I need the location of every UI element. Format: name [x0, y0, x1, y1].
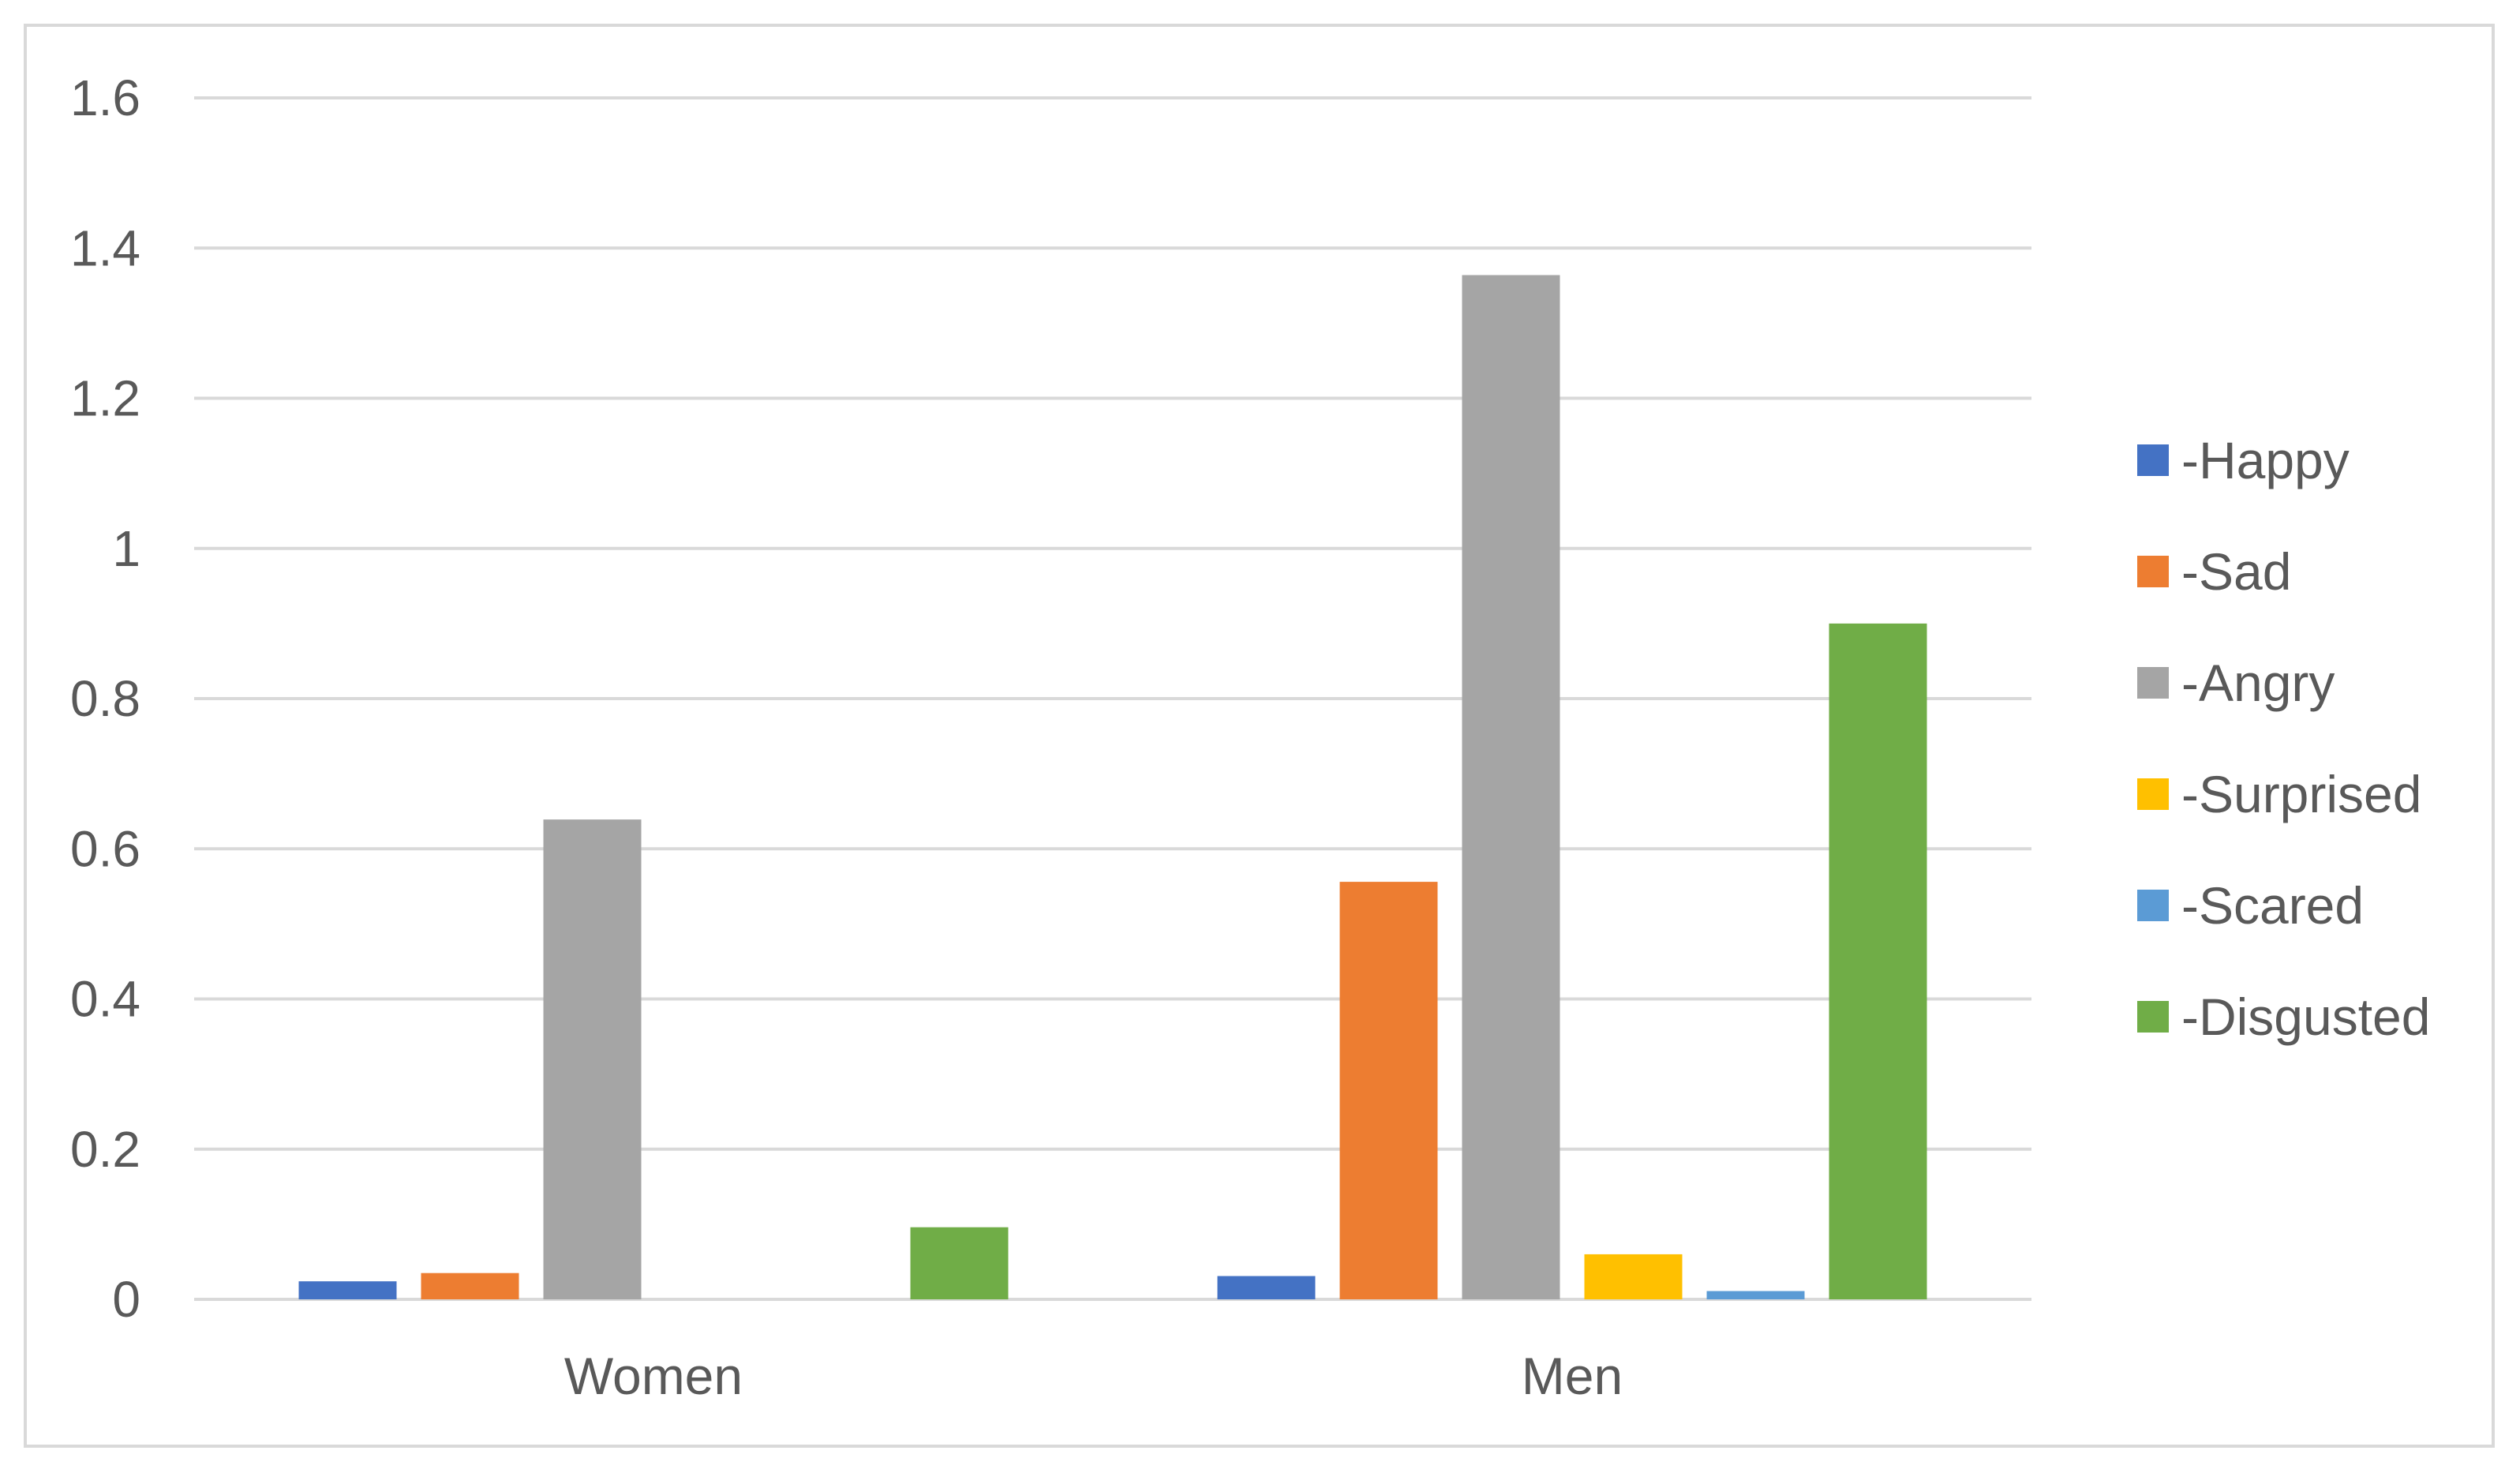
y-tick-label: 1.2 [70, 370, 140, 427]
bar-men-disgusted [1829, 623, 1927, 1299]
bars [298, 275, 1927, 1299]
y-tick-label: 1.6 [70, 69, 140, 126]
legend-swatch [2137, 667, 2169, 699]
y-tick-label: 1.4 [70, 219, 140, 276]
legend-swatch [2137, 778, 2169, 810]
legend-label: -Sad [2181, 542, 2291, 601]
y-tick-label: 0 [112, 1271, 140, 1328]
bar-men-happy [1217, 1276, 1316, 1299]
bar-women-disgusted [910, 1227, 1009, 1299]
y-tick-label: 0.2 [70, 1121, 140, 1178]
x-category-label: Women [564, 1347, 743, 1405]
chart-frame [24, 24, 2495, 1448]
legend-label: -Happy [2181, 431, 2350, 489]
legend-label: -Surprised [2181, 765, 2421, 823]
x-axis-category-labels: Women Men [564, 1347, 1623, 1405]
y-tick-label: 0.6 [70, 820, 140, 877]
bar-men-scared [1706, 1291, 1805, 1299]
bar-men-angry [1462, 275, 1560, 1299]
legend-label: -Disgusted [2181, 988, 2430, 1046]
y-tick-label: 1 [112, 520, 140, 577]
legend-label: -Scared [2181, 876, 2364, 935]
y-axis-tick-labels: 0 0.2 0.4 0.6 0.8 1 1.2 1.4 1.6 [70, 69, 140, 1328]
bar-women-sad [421, 1272, 519, 1299]
y-tick-label: 0.4 [70, 971, 140, 1028]
bar-women-happy [298, 1281, 397, 1299]
bar-men-surprised [1584, 1254, 1683, 1299]
y-tick-label: 0.8 [70, 670, 140, 727]
legend-swatch [2137, 890, 2169, 921]
legend-swatch [2137, 1001, 2169, 1033]
x-category-label: Men [1522, 1347, 1623, 1405]
legend-swatch [2137, 556, 2169, 587]
gridlines [194, 96, 2031, 1301]
legend-label: -Angry [2181, 654, 2335, 712]
legend: -Happy -Sad -Angry -Surprised -Scared -Disgus… [2137, 431, 2430, 1046]
bar-men-sad [1339, 882, 1438, 1299]
bar-women-angry [543, 819, 642, 1299]
legend-swatch [2137, 444, 2169, 476]
